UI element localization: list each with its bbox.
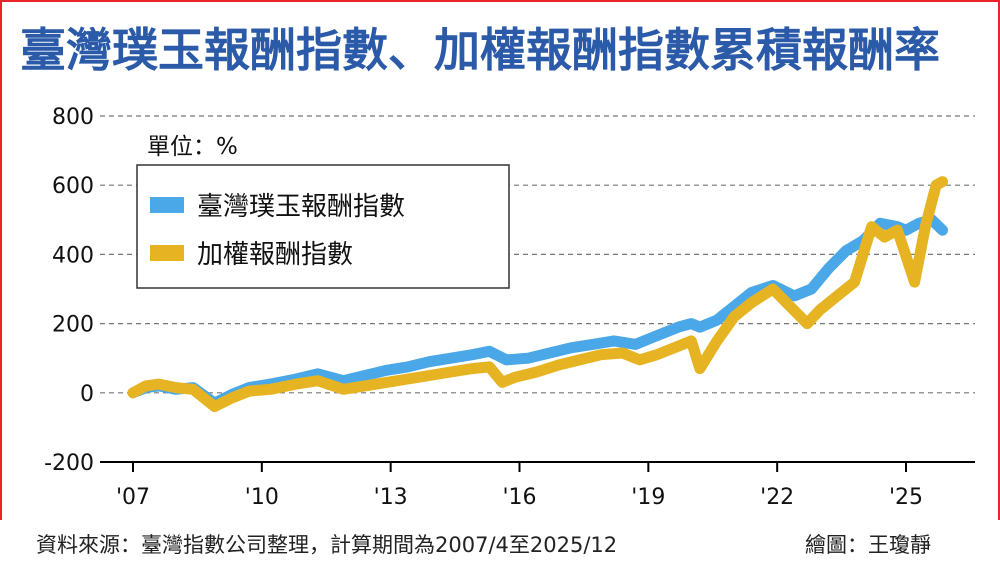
legend-swatch-puyu [150,197,184,213]
footer [0,520,1000,574]
y-tick-labels: 800 600 400 200 0 -200 [44,105,94,476]
x-tick-label: '16 [502,485,536,510]
legend-box [136,164,510,289]
legend-label: 加權報酬指數 [197,240,353,270]
x-tick-label: '07 [116,485,150,510]
legend-label: 臺灣璞玉報酬指數 [197,192,405,222]
y-tick-label: 400 [52,243,94,268]
credit-note: 繪圖：王瓊靜 [805,533,931,557]
y-tick-label: 800 [52,105,94,130]
x-tick-label: '13 [374,485,408,510]
x-tick-label: '19 [631,485,665,510]
unit-label: 單位：% [147,134,238,160]
x-tick-label: '10 [245,485,279,510]
x-tick-label: '22 [760,485,794,510]
axes [100,461,975,472]
y-tick-label: 0 [80,382,94,407]
chart-title: 臺灣璞玉報酬指數、加權報酬指數累積報酬率 [20,23,940,77]
x-tick-label: '25 [889,485,923,510]
series-line-taiex [127,176,948,413]
series-lines [127,176,948,413]
source-note: 資料來源：臺灣指數公司整理，計算期間為2007/4至2025/12 [36,533,618,557]
y-tick-label: -200 [44,451,94,476]
y-tick-label: 200 [52,313,94,338]
x-tick-labels: '07 '10 '13 '16 '19 '22 '25 [116,485,923,510]
y-tick-label: 600 [52,174,94,199]
legend-swatch-taiex [150,245,184,261]
